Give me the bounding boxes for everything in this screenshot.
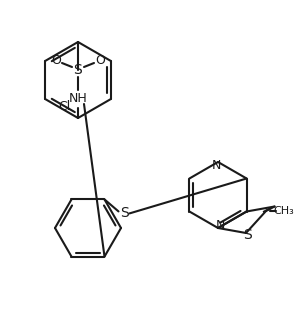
Text: O: O	[95, 53, 105, 66]
Text: S: S	[74, 63, 82, 77]
Text: S: S	[244, 228, 252, 242]
Text: CH₃: CH₃	[274, 206, 294, 216]
Text: NH: NH	[69, 91, 88, 104]
Text: S: S	[120, 206, 129, 220]
Text: Cl: Cl	[58, 99, 70, 112]
Text: N: N	[215, 218, 225, 231]
Text: O: O	[51, 53, 61, 66]
Text: N: N	[211, 159, 221, 171]
